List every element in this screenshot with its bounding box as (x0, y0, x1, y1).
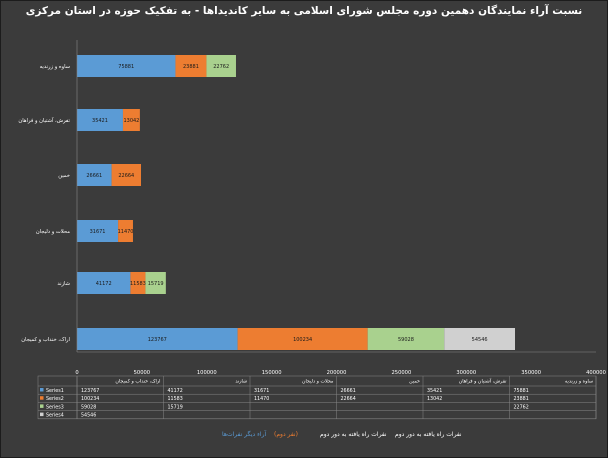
bar-label: 11583 (130, 281, 146, 287)
table-cell: 22762 (514, 404, 529, 410)
table-cell: 13042 (427, 396, 442, 402)
bar-segment (122, 109, 140, 131)
x-tick-label: 350000 (521, 370, 541, 376)
y-axis: اراک، خنداب و کمیجان شازند محلات و دلیجان خ… (18, 40, 78, 352)
table-cell: 75881 (514, 388, 529, 394)
y-tick-label: خمین (58, 173, 70, 179)
bar-segment (145, 272, 166, 294)
x-axis: 0 50000 100000 150000 200000 250000 300000 3500… (75, 351, 606, 376)
bar-label: 23881 (183, 64, 199, 70)
bar-segment (77, 220, 119, 242)
bar-label: 22762 (213, 64, 229, 70)
table-header-cell: محلات و دلیجان (302, 379, 334, 385)
table-cell: 54546 (81, 413, 96, 419)
x-tick-label: 0 (75, 370, 78, 376)
bar-segment (206, 55, 236, 77)
table-cell: 11583 (168, 396, 183, 402)
legend-item: نفرات راه یافته به دور دوم (395, 431, 462, 438)
x-tick-label: 50000 (134, 370, 151, 376)
table-cell: 23881 (514, 396, 529, 402)
bar-label: 75881 (118, 64, 134, 70)
x-tick-label: 150000 (262, 370, 282, 376)
table-cell: 35421 (427, 388, 442, 394)
bar-segment (118, 220, 133, 242)
bar-segment (77, 328, 238, 350)
bar-segment (77, 272, 131, 294)
bar-label: 15719 (148, 281, 164, 287)
bar-label: 11470 (118, 229, 134, 235)
table-cell: 31671 (254, 388, 269, 394)
bar-segment (111, 164, 141, 186)
table-cell: 15719 (168, 404, 183, 410)
bars-group: 123767 100234 59028 54546 41172 11583 15719 316… (77, 55, 516, 350)
bar-segment (237, 328, 368, 350)
bar-segment (367, 328, 445, 350)
x-tick-label: 400000 (586, 370, 606, 376)
legend-item: آراء دیگر نفرات‌ها (222, 431, 267, 438)
data-table: اراک، خنداب و کمیجان شازند محلات و دلیجان خ… (37, 375, 597, 420)
table-series-swatch (40, 388, 44, 392)
bar-segment (130, 272, 146, 294)
bar-label: 54546 (472, 337, 488, 343)
table-series-name: Series4 (46, 413, 64, 419)
y-tick-label: اراک، خنداب و کمیجان (21, 336, 70, 343)
bar-segment (77, 109, 123, 131)
table-header-cell: ساوه و زرندیه (565, 379, 593, 385)
bar-label: 31671 (90, 229, 106, 235)
table-header-cell: خمین (409, 380, 420, 385)
table-header-cell: اراک، خنداب و کمیجان (115, 378, 160, 385)
table-series-swatch (40, 396, 44, 400)
table-cell: 123767 (81, 388, 99, 394)
table-cell: 26661 (341, 388, 356, 394)
y-tick-label: تفرش، آشتیان و فراهان (18, 117, 70, 124)
bar-segment (175, 55, 207, 77)
chart-title: نسبت آراء نمایندگان دهمین دوره مجلس شورا… (25, 5, 583, 17)
x-tick-label: 200000 (327, 370, 347, 376)
table-series-name: Series1 (46, 388, 64, 394)
x-tick-label: 100000 (197, 370, 217, 376)
y-tick-label: محلات و دلیجان (36, 229, 70, 235)
bar-segment (77, 55, 176, 77)
table-series-swatch (40, 412, 44, 417)
x-tick-label: 250000 (391, 370, 411, 376)
bar-segment (444, 328, 516, 350)
bar-label: 123767 (148, 337, 167, 343)
legend-item: (نفر دوم) (274, 431, 298, 438)
table-series-name: Series2 (46, 396, 64, 402)
table-cell: 22664 (341, 396, 356, 402)
bar-label: 13042 (123, 118, 139, 124)
bar-label: 35421 (92, 118, 108, 124)
table-cell: 59028 (81, 404, 96, 410)
legend-item: نفرات راه یافته به دور دوم (320, 431, 387, 438)
y-tick-label: شازند (57, 281, 70, 287)
table-series-name: Series3 (46, 404, 64, 410)
x-tick-label: 300000 (456, 370, 476, 376)
table-header-cell: شازند (235, 379, 247, 385)
table-cell: 11470 (254, 396, 269, 402)
bar-label: 59028 (398, 337, 414, 343)
bar-label: 22664 (118, 173, 134, 179)
bar-label: 100234 (293, 337, 312, 343)
bar-segment (77, 164, 112, 186)
bar-label: 26661 (86, 173, 102, 179)
table-header-cell: تفرش، آشتیان و فراهان (459, 378, 507, 385)
bar-label: 41172 (96, 281, 112, 287)
table-cell: 100234 (81, 396, 99, 402)
table-series-swatch (40, 404, 44, 408)
table-cell: 41172 (168, 388, 183, 394)
y-tick-label: ساوه و زرندیه (40, 64, 70, 70)
